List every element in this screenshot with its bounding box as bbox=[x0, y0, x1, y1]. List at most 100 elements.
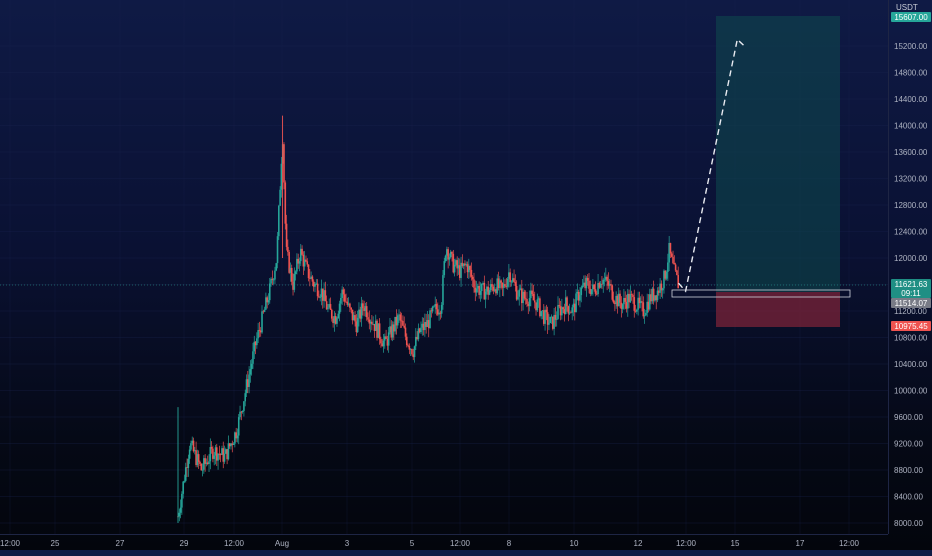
candle-body bbox=[253, 341, 256, 352]
candle-body bbox=[347, 303, 350, 305]
candle-body bbox=[427, 320, 430, 329]
candle-body bbox=[417, 328, 420, 340]
candle-body bbox=[564, 297, 567, 315]
candle-body bbox=[438, 312, 440, 315]
candle-body bbox=[358, 309, 360, 318]
candle-body bbox=[661, 288, 664, 291]
candle-body bbox=[415, 336, 417, 347]
candle-body bbox=[645, 312, 647, 316]
time-tick-label: 8 bbox=[507, 539, 512, 548]
candle-body bbox=[365, 306, 368, 318]
candle-body bbox=[241, 410, 244, 413]
candle-body bbox=[488, 290, 491, 295]
currency-label: USDT bbox=[896, 3, 918, 12]
candle-body bbox=[369, 321, 372, 324]
candle-body bbox=[416, 336, 418, 340]
price-tick-label: 12800.00 bbox=[894, 201, 928, 210]
candle-body bbox=[589, 288, 592, 295]
time-axis[interactable]: 12:00 25 27 29 12:00 Aug 3 5 12:00 8 10 12 12:00 15 17… bbox=[0, 534, 888, 551]
candle-body bbox=[435, 304, 438, 310]
candle-body bbox=[350, 307, 352, 310]
candle-body bbox=[429, 310, 431, 329]
candle-body bbox=[349, 303, 351, 308]
candle-body bbox=[483, 282, 486, 300]
candle-body bbox=[274, 270, 276, 280]
candle-body bbox=[595, 293, 598, 295]
candle-body bbox=[458, 265, 461, 278]
candle-body bbox=[579, 295, 581, 301]
candle-body bbox=[271, 278, 274, 280]
candle-body bbox=[182, 481, 184, 494]
candle-body bbox=[331, 309, 333, 319]
projection-path[interactable] bbox=[677, 38, 745, 293]
candle-body bbox=[336, 318, 338, 324]
candle-body bbox=[616, 295, 619, 307]
price-tick-label: 12000.00 bbox=[894, 254, 928, 263]
candle-body bbox=[528, 298, 531, 307]
candle-body bbox=[508, 272, 510, 279]
candle-body bbox=[262, 311, 265, 313]
candle-body bbox=[676, 270, 678, 276]
chart-area[interactable] bbox=[0, 0, 888, 534]
candle-body bbox=[261, 311, 263, 333]
candle-body bbox=[408, 345, 411, 350]
candle-body bbox=[321, 288, 324, 301]
candle-body bbox=[250, 363, 253, 370]
time-tick-label: 5 bbox=[410, 539, 415, 548]
price-tick-label: 11200.00 bbox=[894, 307, 927, 316]
candle-body bbox=[259, 330, 262, 333]
price-tick-label: 14400.00 bbox=[894, 95, 928, 104]
entry-box[interactable] bbox=[671, 289, 851, 298]
candle-body bbox=[434, 304, 437, 307]
current-price-value: 11621.63 bbox=[895, 280, 928, 289]
candle-body bbox=[249, 369, 252, 375]
candle-body bbox=[377, 323, 380, 338]
candle-body bbox=[380, 339, 382, 344]
candle-body bbox=[639, 301, 642, 304]
candle-body bbox=[524, 298, 527, 300]
time-tick-label: Aug bbox=[275, 539, 289, 548]
candle-body bbox=[254, 341, 257, 346]
stop-price-badge: 10975.45 bbox=[891, 321, 931, 331]
current-price-badge: 11621.63 09:11 bbox=[891, 279, 931, 298]
candle-body bbox=[227, 443, 230, 460]
candle-body bbox=[362, 303, 364, 309]
candle-body bbox=[239, 411, 241, 418]
candle-body bbox=[580, 287, 583, 296]
price-tick-label: 8400.00 bbox=[894, 493, 923, 502]
candle-body bbox=[634, 310, 637, 312]
candle-body bbox=[405, 336, 408, 346]
price-chart[interactable] bbox=[0, 0, 888, 534]
candle-body bbox=[288, 251, 290, 273]
candle-body bbox=[407, 345, 409, 346]
candle-body bbox=[332, 318, 334, 324]
candle-body bbox=[607, 281, 610, 286]
time-tick-label: 12:00 bbox=[224, 539, 245, 548]
candle-body bbox=[279, 189, 281, 206]
candle-body bbox=[610, 284, 612, 286]
price-axis[interactable]: 15200.00 14800.00 14400.00 14000.00 13600.00… bbox=[888, 0, 932, 534]
candle-body bbox=[328, 304, 331, 308]
take-profit-zone[interactable] bbox=[716, 16, 840, 292]
candle-body bbox=[510, 281, 513, 283]
candle-body bbox=[205, 462, 208, 464]
candle-body bbox=[667, 262, 669, 272]
candle-body bbox=[544, 309, 546, 324]
candle-body bbox=[376, 320, 378, 338]
candle-body bbox=[672, 256, 674, 264]
candle-body bbox=[266, 297, 268, 303]
candle-body bbox=[314, 283, 316, 287]
candle-body bbox=[329, 304, 332, 310]
candle-body bbox=[456, 260, 458, 269]
candle-body bbox=[338, 303, 341, 314]
candle-body bbox=[602, 279, 605, 285]
candle-body bbox=[443, 261, 446, 276]
candle-body bbox=[231, 443, 234, 445]
svg-text:10975.45: 10975.45 bbox=[894, 322, 928, 331]
candle-body bbox=[412, 354, 415, 358]
candle-body bbox=[237, 417, 240, 436]
stop-loss-zone[interactable] bbox=[716, 292, 840, 327]
candle-body bbox=[626, 293, 629, 309]
candle-body bbox=[256, 338, 258, 346]
candle-body bbox=[218, 453, 221, 455]
